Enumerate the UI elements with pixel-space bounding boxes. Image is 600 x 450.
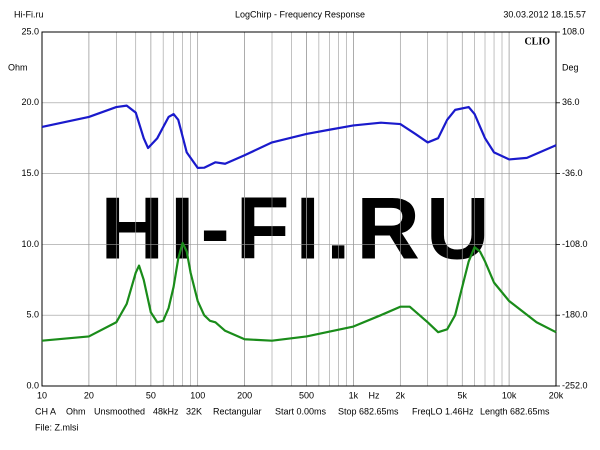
- footer-item: Length 682.65ms: [480, 406, 550, 416]
- x-tick-label: 10k: [502, 390, 517, 400]
- y2-tick-label: -108.0: [562, 239, 588, 249]
- y2-tick-label: 108.0: [562, 26, 585, 36]
- y2-tick-label: -36.0: [562, 168, 583, 178]
- y-tick-label: 15.0: [21, 168, 39, 178]
- brand: CLIO: [524, 36, 550, 47]
- plot-frame: [41, 31, 557, 387]
- y-axis-label: Ohm: [8, 62, 28, 72]
- series-line: [41, 241, 557, 342]
- footer-item: Ohm: [66, 406, 86, 416]
- footer-item: Stop 682.65ms: [338, 406, 399, 416]
- x-tick-label: 50: [146, 390, 156, 400]
- x-tick-label: 10: [37, 390, 47, 400]
- x-axis-label: Hz: [369, 390, 380, 400]
- y2-axis-label: Deg: [562, 62, 579, 72]
- x-tick-label: 200: [237, 390, 252, 400]
- y-tick-label: 25.0: [21, 26, 39, 36]
- x-tick-label: 20: [84, 390, 94, 400]
- y-tick-label: 20.0: [21, 97, 39, 107]
- header-title: LogChirp - Frequency Response: [235, 9, 365, 19]
- x-tick-label: 1k: [349, 390, 359, 400]
- x-tick-label: 100: [190, 390, 205, 400]
- y-tick-label: 5.0: [26, 310, 39, 320]
- y-tick-label: 0.0: [26, 380, 39, 390]
- x-tick-label: 20k: [549, 390, 564, 400]
- header-right: 30.03.2012 18.15.57: [503, 9, 586, 19]
- file-name: File: Z.mlsi: [35, 422, 79, 432]
- footer-item: 32K: [186, 406, 202, 416]
- series-line: [41, 104, 557, 169]
- footer-item: Start 0.00ms: [275, 406, 327, 416]
- watermark: HI-FI.RU: [100, 178, 495, 277]
- footer-item: FreqLO 1.46Hz: [412, 406, 474, 416]
- x-tick-label: 500: [299, 390, 314, 400]
- y2-tick-label: 36.0: [562, 97, 580, 107]
- footer-item: CH A: [35, 406, 56, 416]
- y2-tick-label: -180.0: [562, 310, 588, 320]
- header-left: Hi-Fi.ru: [14, 9, 44, 19]
- footer-item: 48kHz: [153, 406, 179, 416]
- x-tick-label: 2k: [396, 390, 406, 400]
- footer-item: Rectangular: [213, 406, 262, 416]
- y-tick-label: 10.0: [21, 239, 39, 249]
- y2-tick-label: -252.0: [562, 380, 588, 390]
- footer-item: Unsmoothed: [94, 406, 145, 416]
- x-tick-label: 5k: [457, 390, 467, 400]
